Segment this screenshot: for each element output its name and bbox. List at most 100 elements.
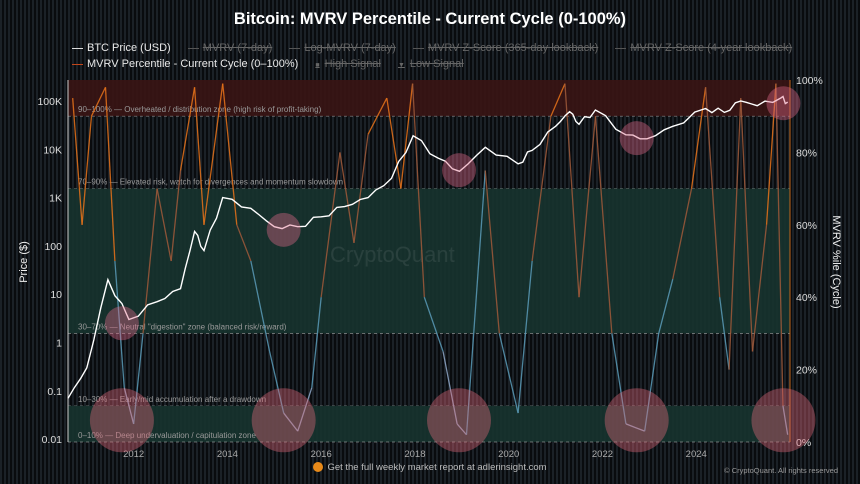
report-link[interactable]: Get the full weekly market report at adl… <box>327 462 547 473</box>
percentile-segment <box>297 387 313 432</box>
percentile-segment <box>367 97 388 135</box>
percentile-segment <box>775 83 784 406</box>
percentile-segment <box>625 423 645 432</box>
percentile-segment <box>203 83 224 225</box>
right-tick-label: 100% <box>796 75 823 87</box>
low-signal-marker <box>89 388 154 453</box>
percentile-segment <box>123 387 135 425</box>
zone-label-1: 70–90% — Elevated risk, watch for diverg… <box>78 178 343 187</box>
x-tick-label: 2024 <box>686 449 707 460</box>
percentile-segment <box>740 98 754 352</box>
x-tick-label: 2012 <box>123 449 144 460</box>
high-signal-marker <box>619 121 654 156</box>
percentile-segment <box>311 297 322 388</box>
percentile-segment <box>517 260 533 414</box>
zone-label-4: 0–10% — Deep undervaluation / capitulati… <box>78 431 256 440</box>
percentile-segment <box>594 116 613 334</box>
zone-label-2: 30–70% — Neutral "digestion" zone (balan… <box>78 322 287 331</box>
percentile-segment <box>250 260 271 352</box>
percentile-segment <box>578 116 597 298</box>
percentile-segment <box>142 188 158 334</box>
x-tick-label: 2016 <box>311 449 332 460</box>
right-axis-label: MVRV %ile (Cycle) <box>830 215 842 308</box>
legend-mvrv-percentile[interactable]: MVRV Percentile - Current Cycle (0–100%) <box>72 58 298 70</box>
legend-high-signal[interactable]: ■ High Signal <box>315 58 381 70</box>
left-tick-label: 0.1 <box>47 386 62 398</box>
high-signal-marker <box>104 306 139 341</box>
percentile-segment <box>353 134 369 243</box>
percentile-segment <box>765 83 777 225</box>
percentile-segment <box>456 423 467 436</box>
left-tick-label: 100 <box>44 241 62 253</box>
legend-log-mvrv[interactable]: Log-MVRV (7-day) <box>289 42 396 54</box>
percentile-segment <box>690 87 707 189</box>
x-tick-label: 2018 <box>404 449 425 460</box>
percentile-segment <box>193 87 205 225</box>
percentile-segment <box>498 333 519 414</box>
percentile-segment <box>90 86 107 117</box>
right-tick-label: 0% <box>796 437 811 449</box>
percentile-segment <box>465 170 486 435</box>
percentile-segment <box>442 351 458 425</box>
percentile-segment <box>751 224 768 352</box>
legend-mvrv-7d[interactable]: MVRV (7-day) <box>187 42 272 54</box>
percentile-segment <box>179 87 196 171</box>
percentile-segment <box>782 405 789 435</box>
percentile-segment <box>400 83 414 189</box>
high-signal-marker <box>442 153 477 188</box>
percentile-segment <box>132 333 144 424</box>
percentile-segment <box>719 297 730 370</box>
low-signal-marker <box>427 388 492 453</box>
legend-low-signal[interactable]: ▼ Low Signal <box>397 58 464 70</box>
percentile-segment <box>411 83 425 298</box>
percentile-segment <box>704 87 721 298</box>
left-axis-label: Price ($) <box>18 241 30 283</box>
legend-zscore-4y[interactable]: MVRV Z-Score (4-year lookback) <box>615 42 792 54</box>
zone-band-4 <box>68 405 790 442</box>
percentile-segment <box>320 152 341 298</box>
percentile-segment <box>386 98 402 189</box>
percentile-segment <box>644 333 660 432</box>
watermark: CryptoQuant <box>330 242 455 267</box>
copyright: © CryptoQuant. All rights reserved <box>724 466 838 475</box>
percentile-segment <box>170 170 182 262</box>
percentile-segment <box>672 188 693 280</box>
percentile-segment <box>564 83 580 298</box>
percentile-segment <box>531 116 552 262</box>
right-tick-label: 80% <box>796 147 817 159</box>
high-signal-marker <box>766 86 801 121</box>
zone-label-3: 10–30% — Early/mid accumulation after a … <box>78 395 266 404</box>
percentile-segment <box>268 351 285 414</box>
percentile-segment <box>728 98 742 370</box>
percentile-segment <box>550 83 566 117</box>
left-tick-label: 0.01 <box>42 434 63 446</box>
percentile-segment <box>423 296 444 352</box>
x-tick-label: 2022 <box>592 449 613 460</box>
left-tick-label: 1K <box>49 193 62 205</box>
legend-row-1: BTC Price (USD) MVRV (7-day) Log-MVRV (7… <box>72 42 806 54</box>
percentile-segment <box>658 278 674 334</box>
low-signal-marker <box>251 388 316 453</box>
report-icon <box>313 462 324 473</box>
percentile-segment <box>339 152 355 243</box>
percentile-segment <box>156 188 172 262</box>
legend-zscore-365[interactable]: MVRV Z-Score (365-day lookback) <box>412 42 598 54</box>
percentile-segment <box>81 116 93 225</box>
footer-note: Get the full weekly market report at adl… <box>0 462 860 473</box>
percentile-segment <box>114 260 125 388</box>
left-tick-label: 10K <box>43 144 62 156</box>
low-signal-marker <box>604 388 669 453</box>
percentile-segment <box>236 224 252 262</box>
percentile-segment <box>283 412 299 432</box>
percentile-segment <box>72 98 83 225</box>
legend-btc-price[interactable]: BTC Price (USD) <box>72 42 171 54</box>
percentile-segment <box>104 87 116 262</box>
high-signal-marker <box>266 212 301 247</box>
percentile-segment <box>484 170 500 334</box>
percentile-segment <box>611 333 627 424</box>
right-tick-label: 20% <box>796 365 817 377</box>
zone-band-0 <box>68 80 790 117</box>
x-tick-label: 2014 <box>217 449 238 460</box>
chart-title: Bitcoin: MVRV Percentile - Current Cycle… <box>233 10 627 28</box>
